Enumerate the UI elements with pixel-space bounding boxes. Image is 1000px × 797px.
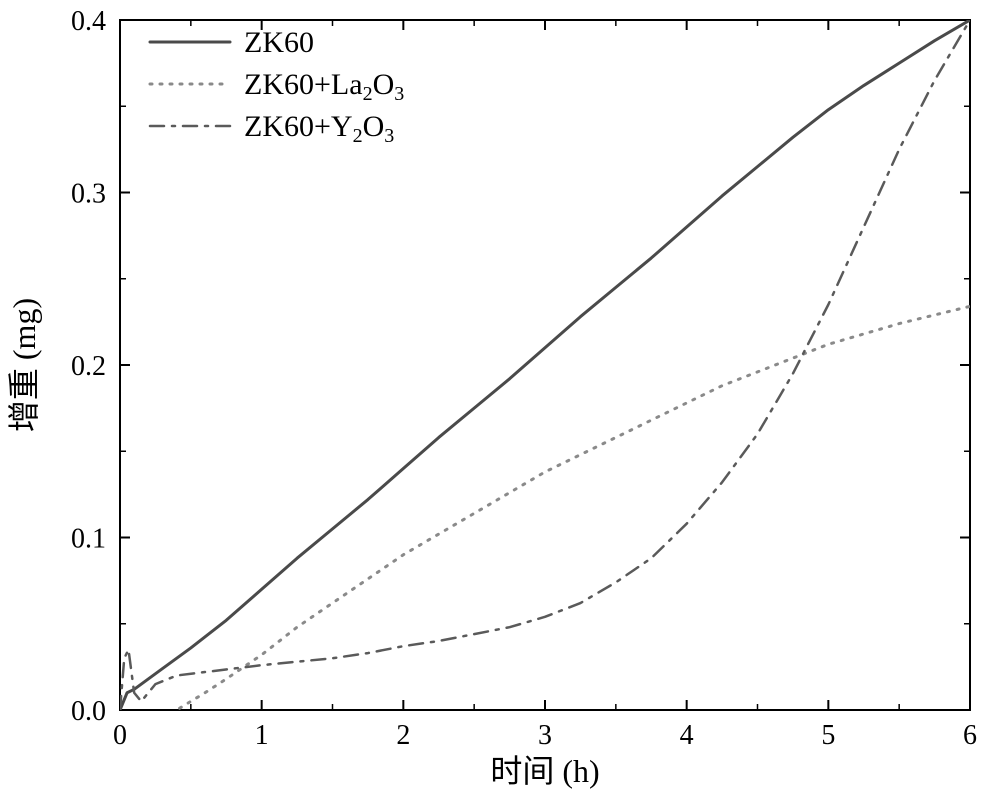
legend-label-la2o3: ZK60+La2O3 [244,68,404,105]
legend-label-y2o3: ZK60+Y2O3 [244,110,394,147]
y-tick-label: 0.1 [71,524,106,555]
x-tick-label: 3 [538,720,552,751]
x-tick-label: 1 [255,720,269,751]
y-tick-label: 0.4 [71,6,106,37]
x-tick-label: 0 [113,720,127,751]
y-axis-title: 增重 (mg) [6,298,42,432]
legend-label-zk60: ZK60 [244,26,314,59]
weight-gain-line-chart: 0 1 2 3 4 5 6 0.0 0.1 0.2 0.3 0.4 时间 (h) 增重 (mg) ZK60 Z… [0,0,1000,797]
x-axis-title: 时间 (h) [490,753,599,789]
x-tick-label: 6 [963,720,977,751]
x-tick-label: 5 [821,720,835,751]
y-tick-label: 0.3 [71,179,106,210]
y-tick-label: 0.2 [71,351,106,382]
x-tick-label: 4 [680,720,694,751]
x-tick-label: 2 [396,720,410,751]
y-tick-label: 0.0 [71,696,106,727]
